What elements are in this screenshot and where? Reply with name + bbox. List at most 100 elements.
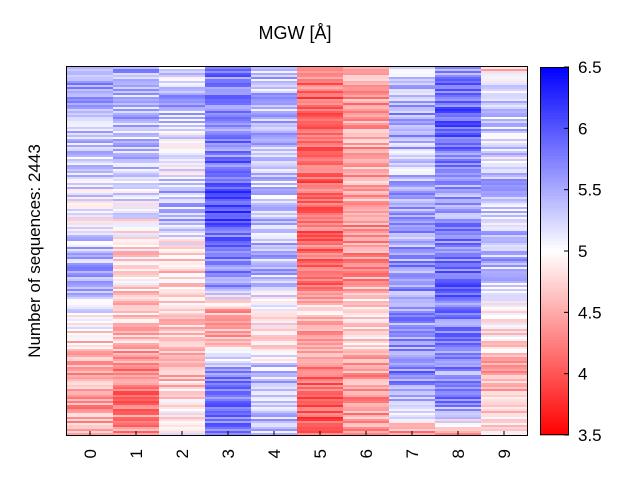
heatmap-cell-col-4: [251, 389, 298, 392]
heatmap-cell-col-5: [297, 203, 344, 206]
heatmap-cell-col-5: [297, 319, 344, 322]
heatmap-cell-col-0: [67, 329, 114, 332]
heatmap-cell-col-3: [205, 183, 252, 186]
heatmap-cell-col-8: [435, 319, 482, 322]
heatmap-cell-col-9: [481, 193, 528, 196]
heatmap-cell-col-2: [159, 101, 206, 104]
heatmap-cell-col-8: [435, 151, 482, 154]
heatmap-cell-col-9: [481, 285, 528, 288]
heatmap-cell-col-8: [435, 239, 482, 242]
heatmap-cell-col-1: [113, 101, 160, 104]
heatmap-cell-col-1: [113, 145, 160, 148]
heatmap-cell-col-4: [251, 371, 298, 374]
heatmap-cell-col-0: [67, 209, 114, 212]
heatmap-cell-col-3: [205, 265, 252, 268]
heatmap-cell-col-7: [389, 269, 436, 272]
heatmap-cell-col-2: [159, 295, 206, 298]
heatmap-cell-col-0: [67, 111, 114, 114]
heatmap-cell-col-5: [297, 285, 344, 288]
heatmap-cell-col-0: [67, 67, 114, 70]
heatmap-cell-col-6: [343, 89, 390, 92]
heatmap-cell-col-5: [297, 357, 344, 360]
heatmap-cell-col-4: [251, 391, 298, 394]
heatmap-cell-col-7: [389, 229, 436, 232]
heatmap-cell-col-8: [435, 189, 482, 192]
heatmap-cell-col-3: [205, 423, 252, 426]
colorbar-segment: [540, 367, 569, 371]
heatmap-cell-col-6: [343, 247, 390, 250]
heatmap-cell-col-5: [297, 273, 344, 276]
heatmap-cell-col-8: [435, 221, 482, 224]
heatmap-cell-col-7: [389, 251, 436, 254]
heatmap-cell-col-8: [435, 295, 482, 298]
heatmap-cell-col-0: [67, 139, 114, 142]
heatmap-cell-col-5: [297, 109, 344, 112]
heatmap-cell-col-6: [343, 217, 390, 220]
heatmap-cell-col-1: [113, 415, 160, 418]
heatmap-cell-col-8: [435, 315, 482, 318]
heatmap-cell-col-8: [435, 89, 482, 92]
heatmap-cell-col-3: [205, 119, 252, 122]
heatmap-cell-col-0: [67, 413, 114, 416]
heatmap-cell-col-0: [67, 257, 114, 260]
heatmap-cell-col-5: [297, 297, 344, 300]
heatmap-cell-col-6: [343, 119, 390, 122]
heatmap-cell-col-6: [343, 337, 390, 340]
heatmap-cell-col-7: [389, 353, 436, 356]
heatmap-cell-col-6: [343, 339, 390, 342]
heatmap-cell-col-2: [159, 155, 206, 158]
heatmap-cell-col-9: [481, 313, 528, 316]
heatmap-cell-col-7: [389, 391, 436, 394]
heatmap-cell-col-9: [481, 423, 528, 426]
colorbar-segment: [540, 392, 569, 396]
heatmap-cell-col-0: [67, 89, 114, 92]
colorbar-segment: [540, 287, 569, 292]
heatmap-cell-col-2: [159, 209, 206, 212]
heatmap-cell-col-8: [435, 397, 482, 400]
heatmap-cell-col-9: [481, 257, 528, 260]
heatmap-cell-col-5: [297, 165, 344, 168]
heatmap-cell-col-9: [481, 167, 528, 170]
heatmap-cell-col-2: [159, 409, 206, 412]
heatmap-cell-col-6: [343, 309, 390, 312]
heatmap-cell-col-0: [67, 385, 114, 388]
heatmap-cell-col-7: [389, 243, 436, 246]
heatmap-cell-col-2: [159, 141, 206, 144]
heatmap-cell-col-7: [389, 315, 436, 318]
heatmap-cell-col-6: [343, 145, 390, 148]
heatmap-cell-col-3: [205, 339, 252, 342]
heatmap-cell-col-4: [251, 233, 298, 236]
heatmap-cell-col-9: [481, 281, 528, 284]
heatmap-cell-col-1: [113, 377, 160, 380]
colorbar-segment: [540, 198, 569, 203]
colorbar-segment: [540, 91, 569, 95]
heatmap-cell-col-4: [251, 399, 298, 402]
heatmap-cell-col-6: [343, 329, 390, 332]
heatmap-cell-col-0: [67, 347, 114, 350]
heatmap-cell-col-5: [297, 269, 344, 272]
heatmap-cell-col-8: [435, 395, 482, 398]
heatmap-cell-col-5: [297, 145, 344, 148]
heatmap-cell-col-8: [435, 415, 482, 418]
heatmap-cell-col-7: [389, 171, 436, 174]
heatmap-cell-col-1: [113, 179, 160, 182]
heatmap-cell-col-9: [481, 397, 528, 400]
heatmap-cell-col-8: [435, 139, 482, 142]
heatmap-cell-col-7: [389, 253, 436, 256]
heatmap-cell-col-2: [159, 79, 206, 82]
heatmap-cell-col-9: [481, 203, 528, 206]
heatmap-cell-col-4: [251, 355, 298, 358]
heatmap-cell-col-1: [113, 275, 160, 278]
heatmap-cell-col-9: [481, 155, 528, 158]
heatmap-cell-col-0: [67, 293, 114, 296]
heatmap-cell-col-5: [297, 89, 344, 92]
heatmap-cell-col-9: [481, 133, 528, 136]
heatmap-cell-col-0: [67, 351, 114, 354]
heatmap-cell-col-9: [481, 147, 528, 150]
heatmap-cell-col-5: [297, 387, 344, 390]
heatmap-cell-col-7: [389, 371, 436, 374]
heatmap-cell-col-8: [435, 203, 482, 206]
heatmap-cell-col-7: [389, 267, 436, 270]
heatmap-cell-col-3: [205, 257, 252, 260]
colorbar-segment: [540, 195, 569, 200]
